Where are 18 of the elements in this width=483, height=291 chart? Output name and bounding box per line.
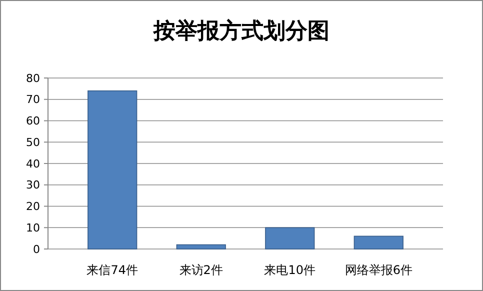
y-tick-label: 20 xyxy=(26,200,40,214)
y-tick-label: 70 xyxy=(26,93,40,106)
bar xyxy=(88,90,138,250)
y-tick-label: 50 xyxy=(26,136,40,149)
y-tick-label: 0 xyxy=(33,242,40,256)
bar xyxy=(176,244,226,250)
y-tick-label: 30 xyxy=(26,178,40,192)
bar xyxy=(354,236,404,250)
y-tick-label: 10 xyxy=(26,221,40,234)
x-tick-label: 来访2件 xyxy=(179,263,223,277)
chart-title: 按举报方式划分图 xyxy=(152,18,330,44)
bar xyxy=(265,227,315,250)
x-tick-label: 网络举报6件 xyxy=(344,263,412,277)
y-tick-label: 60 xyxy=(26,114,40,128)
y-tick-label: 40 xyxy=(26,157,40,170)
y-tick-label: 80 xyxy=(26,72,40,85)
x-tick-label: 来信74件 xyxy=(86,263,138,277)
x-tick-label: 来电10件 xyxy=(264,263,316,277)
